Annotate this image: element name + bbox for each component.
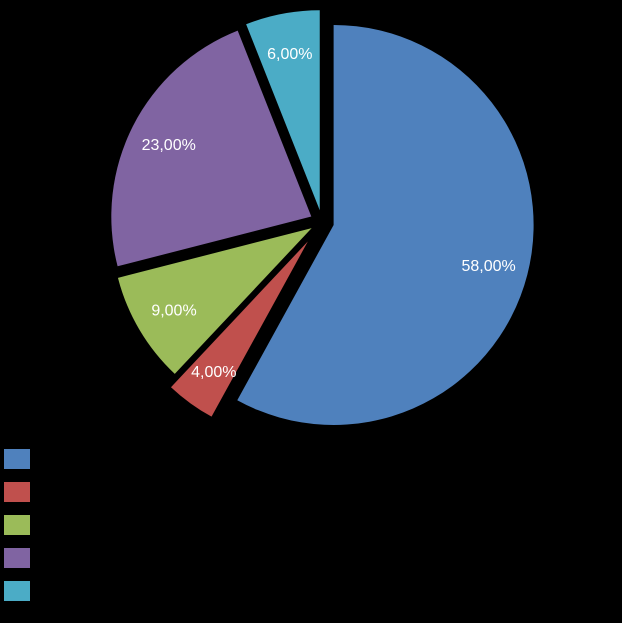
pie-slice — [237, 24, 534, 425]
slice-label: 6,00% — [267, 46, 312, 63]
pie-chart: 58,00% 4,00% 9,00% 23,00% 6,00% — [111, 10, 534, 425]
pie-slice — [170, 241, 308, 417]
legend-item — [4, 548, 30, 568]
slice-label: 4,00% — [191, 364, 236, 381]
slice-label: 9,00% — [151, 303, 196, 320]
legend-item — [4, 515, 30, 535]
legend-swatch — [4, 482, 30, 502]
legend — [4, 449, 30, 601]
slice-label: 58,00% — [461, 258, 515, 275]
legend-item — [4, 581, 30, 601]
legend-swatch — [4, 449, 30, 469]
legend-item — [4, 482, 30, 502]
legend-swatch — [4, 581, 30, 601]
legend-swatch — [4, 548, 30, 568]
pie-chart-area: 58,00% 4,00% 9,00% 23,00% 6,00% — [111, 10, 534, 425]
slice-label: 23,00% — [142, 137, 196, 154]
pie-slice — [111, 30, 312, 267]
pie-slice — [117, 228, 312, 374]
legend-item — [4, 449, 30, 469]
legend-swatch — [4, 515, 30, 535]
pie-slice — [246, 10, 320, 211]
